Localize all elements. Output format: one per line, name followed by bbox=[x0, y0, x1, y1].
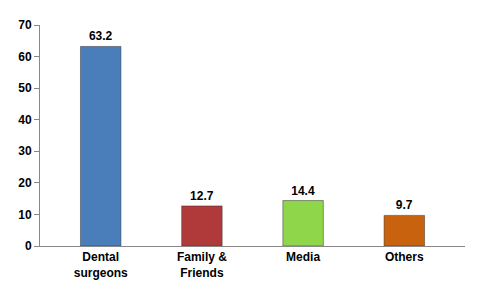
svg-text:40: 40 bbox=[18, 113, 32, 127]
svg-text:14.4: 14.4 bbox=[291, 184, 315, 198]
svg-text:30: 30 bbox=[18, 144, 32, 158]
svg-text:60: 60 bbox=[18, 50, 32, 64]
svg-text:Dentalsurgeons: Dentalsurgeons bbox=[74, 250, 128, 280]
svg-text:70: 70 bbox=[18, 18, 32, 32]
svg-text:0: 0 bbox=[25, 239, 32, 253]
svg-text:63.2: 63.2 bbox=[89, 29, 113, 43]
svg-text:10: 10 bbox=[18, 208, 32, 222]
svg-text:20: 20 bbox=[18, 176, 32, 190]
svg-text:Media: Media bbox=[286, 250, 320, 264]
svg-text:50: 50 bbox=[18, 81, 32, 95]
svg-text:Others: Others bbox=[385, 250, 424, 264]
svg-text:9.7: 9.7 bbox=[396, 198, 413, 212]
svg-text:Family &Friends: Family &Friends bbox=[177, 250, 227, 280]
svg-text:12.7: 12.7 bbox=[190, 189, 214, 203]
